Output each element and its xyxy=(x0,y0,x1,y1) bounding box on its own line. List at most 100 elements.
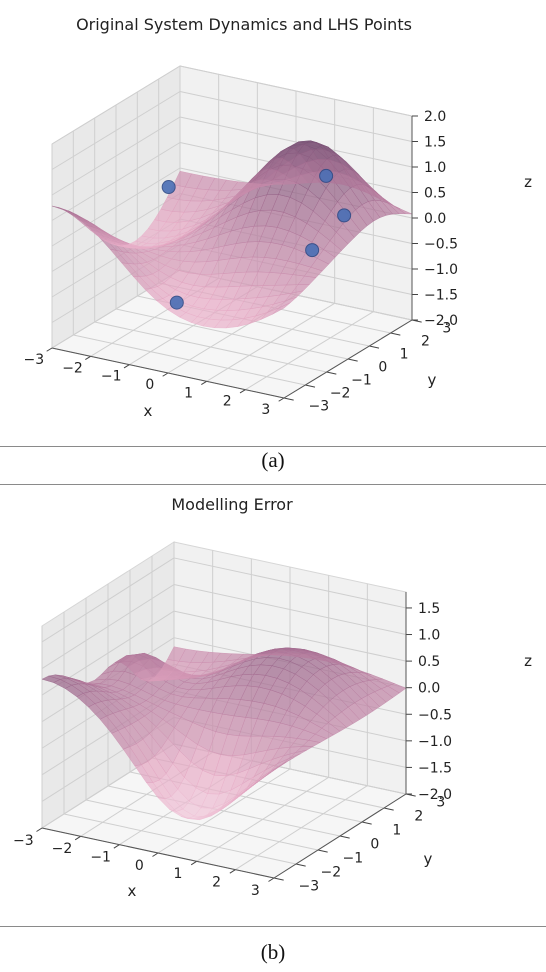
z-tick-label: −1.5 xyxy=(424,288,458,304)
z-tick-label: 2.0 xyxy=(424,109,446,125)
axis-line xyxy=(283,319,413,399)
z-axis-label: z xyxy=(524,652,532,670)
axis-line xyxy=(273,793,407,879)
y-tick-mark xyxy=(369,345,380,349)
panel-a: Original System Dynamics and LHS Points −… xyxy=(0,0,546,446)
gridline xyxy=(63,813,297,865)
lhs-point xyxy=(305,243,320,258)
lhs-point xyxy=(337,208,352,223)
axis-line xyxy=(41,827,275,879)
z-tick-label: −1.0 xyxy=(418,734,452,750)
gridline xyxy=(94,321,327,373)
gridline xyxy=(41,557,175,643)
chart-title: Original System Dynamics and LHS Points xyxy=(76,15,412,34)
lhs-point xyxy=(169,295,184,310)
caption-a: (a) xyxy=(261,448,285,472)
y-tick-mark xyxy=(390,332,401,336)
z-tick-label: −2.0 xyxy=(418,787,452,803)
y-tick-mark xyxy=(347,358,358,362)
y-tick-mark xyxy=(273,877,284,881)
chart-title: Modelling Error xyxy=(171,495,293,514)
x-tick-label: 0 xyxy=(145,377,154,393)
y-tick-label: −2 xyxy=(330,386,351,402)
y-tick-mark xyxy=(326,371,337,375)
lhs-point xyxy=(319,168,334,183)
gridline xyxy=(107,785,341,837)
lhs-point xyxy=(161,180,176,195)
y-tick-label: −1 xyxy=(351,373,372,389)
x-tick-mark xyxy=(239,389,246,394)
x-tick-label: −2 xyxy=(52,841,73,857)
z-tick-label: 1.5 xyxy=(424,135,446,151)
gridline xyxy=(51,142,181,221)
x-tick-label: −2 xyxy=(62,360,83,376)
y-tick-label: −1 xyxy=(342,851,363,867)
y-tick-mark xyxy=(317,849,328,853)
y-tick-label: 2 xyxy=(421,334,430,350)
x-tick-label: 0 xyxy=(135,858,144,874)
z-tick-label: −0.5 xyxy=(424,237,458,253)
x-tick-mark xyxy=(36,827,43,832)
z-tick-label: 0.0 xyxy=(424,211,446,227)
x-tick-mark xyxy=(46,347,53,352)
gridline xyxy=(179,65,413,117)
gridline xyxy=(73,334,306,386)
y-tick-mark xyxy=(339,835,350,839)
x-tick-label: −1 xyxy=(101,369,122,385)
x-axis-label: x xyxy=(144,402,153,420)
z-axis-label: z xyxy=(524,173,532,191)
z-tick-label: −0.5 xyxy=(418,707,452,723)
gridline xyxy=(51,116,181,196)
x-tick-mark xyxy=(74,835,81,841)
gridline xyxy=(85,799,319,851)
gridline xyxy=(51,65,181,145)
x-tick-mark xyxy=(190,860,197,866)
z-tick-label: 0.0 xyxy=(418,681,440,697)
axis-line xyxy=(51,347,285,399)
chart-a: Original System Dynamics and LHS Points −… xyxy=(24,15,533,420)
divider-rule xyxy=(0,926,546,927)
y-tick-label: 2 xyxy=(414,809,423,825)
x-tick-mark xyxy=(201,380,207,386)
divider-rule xyxy=(0,446,546,447)
gridline xyxy=(51,167,181,247)
gridline xyxy=(179,116,413,168)
z-tick-label: 1.0 xyxy=(418,628,440,644)
gridline xyxy=(179,91,413,142)
z-tick-label: −2.0 xyxy=(424,313,458,329)
z-tick-label: −1.0 xyxy=(424,262,458,278)
gridline xyxy=(173,610,407,662)
x-tick-mark xyxy=(278,397,285,402)
gridline xyxy=(51,193,181,272)
panel-b: Modelling Error −3 −2 −1 0 1 2 3 −3 −2 −1 0 1 2 3 1.5 1.… xyxy=(0,486,546,926)
y-tick-label: 0 xyxy=(378,360,387,376)
z-tick-label: 0.5 xyxy=(424,186,446,202)
caption-b: (b) xyxy=(260,940,286,964)
x-axis-label: x xyxy=(128,882,137,900)
x-tick-mark xyxy=(152,852,159,857)
x-tick-label: 2 xyxy=(223,394,232,410)
y-tick-label: −3 xyxy=(308,399,329,415)
divider-rule xyxy=(0,484,546,485)
x-tick-label: 1 xyxy=(174,866,183,882)
y-tick-label: −2 xyxy=(320,865,341,881)
x-tick-mark xyxy=(85,355,91,361)
x-tick-mark xyxy=(229,869,236,874)
y-axis-label: y xyxy=(424,850,433,868)
x-tick-label: 2 xyxy=(212,875,221,891)
y-tick-label: 3 xyxy=(442,321,451,337)
gridline xyxy=(41,584,175,669)
y-tick-label: −3 xyxy=(298,879,319,895)
x-tick-label: −3 xyxy=(24,352,45,368)
z-tick-label: −1.5 xyxy=(418,760,452,776)
x-tick-label: 3 xyxy=(251,883,260,899)
gridline xyxy=(173,584,407,636)
x-tick-mark xyxy=(162,372,169,377)
y-tick-mark xyxy=(305,384,316,388)
y-tick-mark xyxy=(361,821,372,825)
x-tick-mark xyxy=(268,877,275,882)
surface-patch xyxy=(173,170,192,188)
x-tick-label: −1 xyxy=(90,850,111,866)
x-tick-mark xyxy=(113,844,120,849)
